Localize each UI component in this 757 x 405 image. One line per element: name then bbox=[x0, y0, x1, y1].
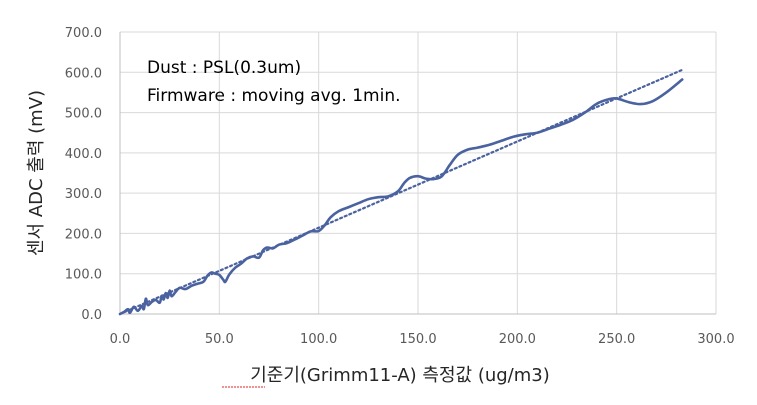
y-tick-label: 600.0 bbox=[65, 66, 102, 81]
y-tick-label: 300.0 bbox=[65, 187, 102, 202]
y-tick-label: 500.0 bbox=[65, 107, 102, 122]
grid-lines bbox=[120, 31, 717, 314]
x-tick-label: 50.0 bbox=[205, 332, 234, 347]
x-tick-label: 250.0 bbox=[598, 332, 635, 347]
y-tick-label: 700.0 bbox=[65, 26, 102, 41]
y-tick-label: 200.0 bbox=[65, 227, 102, 242]
annotation-firmware: Firmware : moving avg. 1min. bbox=[147, 86, 401, 106]
x-tick-label: 300.0 bbox=[697, 332, 734, 347]
x-tick-label: 200.0 bbox=[499, 332, 536, 347]
y-tick-label: 400.0 bbox=[65, 147, 102, 162]
x-tick-label: 150.0 bbox=[399, 332, 436, 347]
y-tick-label: 100.0 bbox=[65, 268, 102, 283]
x-tick-label: 100.0 bbox=[300, 332, 337, 347]
trendline bbox=[118, 68, 684, 316]
x-tick-label: 0.0 bbox=[110, 332, 131, 347]
axes bbox=[119, 32, 716, 315]
y-tick-label: 0.0 bbox=[81, 308, 102, 323]
annotation-dust: Dust : PSL(0.3um) bbox=[147, 58, 301, 78]
series-layer bbox=[118, 68, 684, 316]
tick-labels: 0.0 100.0 200.0 300.0 400.0 500.0 600.0 700.0 0.… bbox=[65, 26, 735, 347]
series-line-measured bbox=[118, 78, 684, 316]
y-axis-title: 센서 ADC 출력 (mV) bbox=[26, 90, 47, 256]
x-axis-title: 기준기(Grimm11-A) 측정값 (ug/m3) bbox=[250, 365, 550, 386]
